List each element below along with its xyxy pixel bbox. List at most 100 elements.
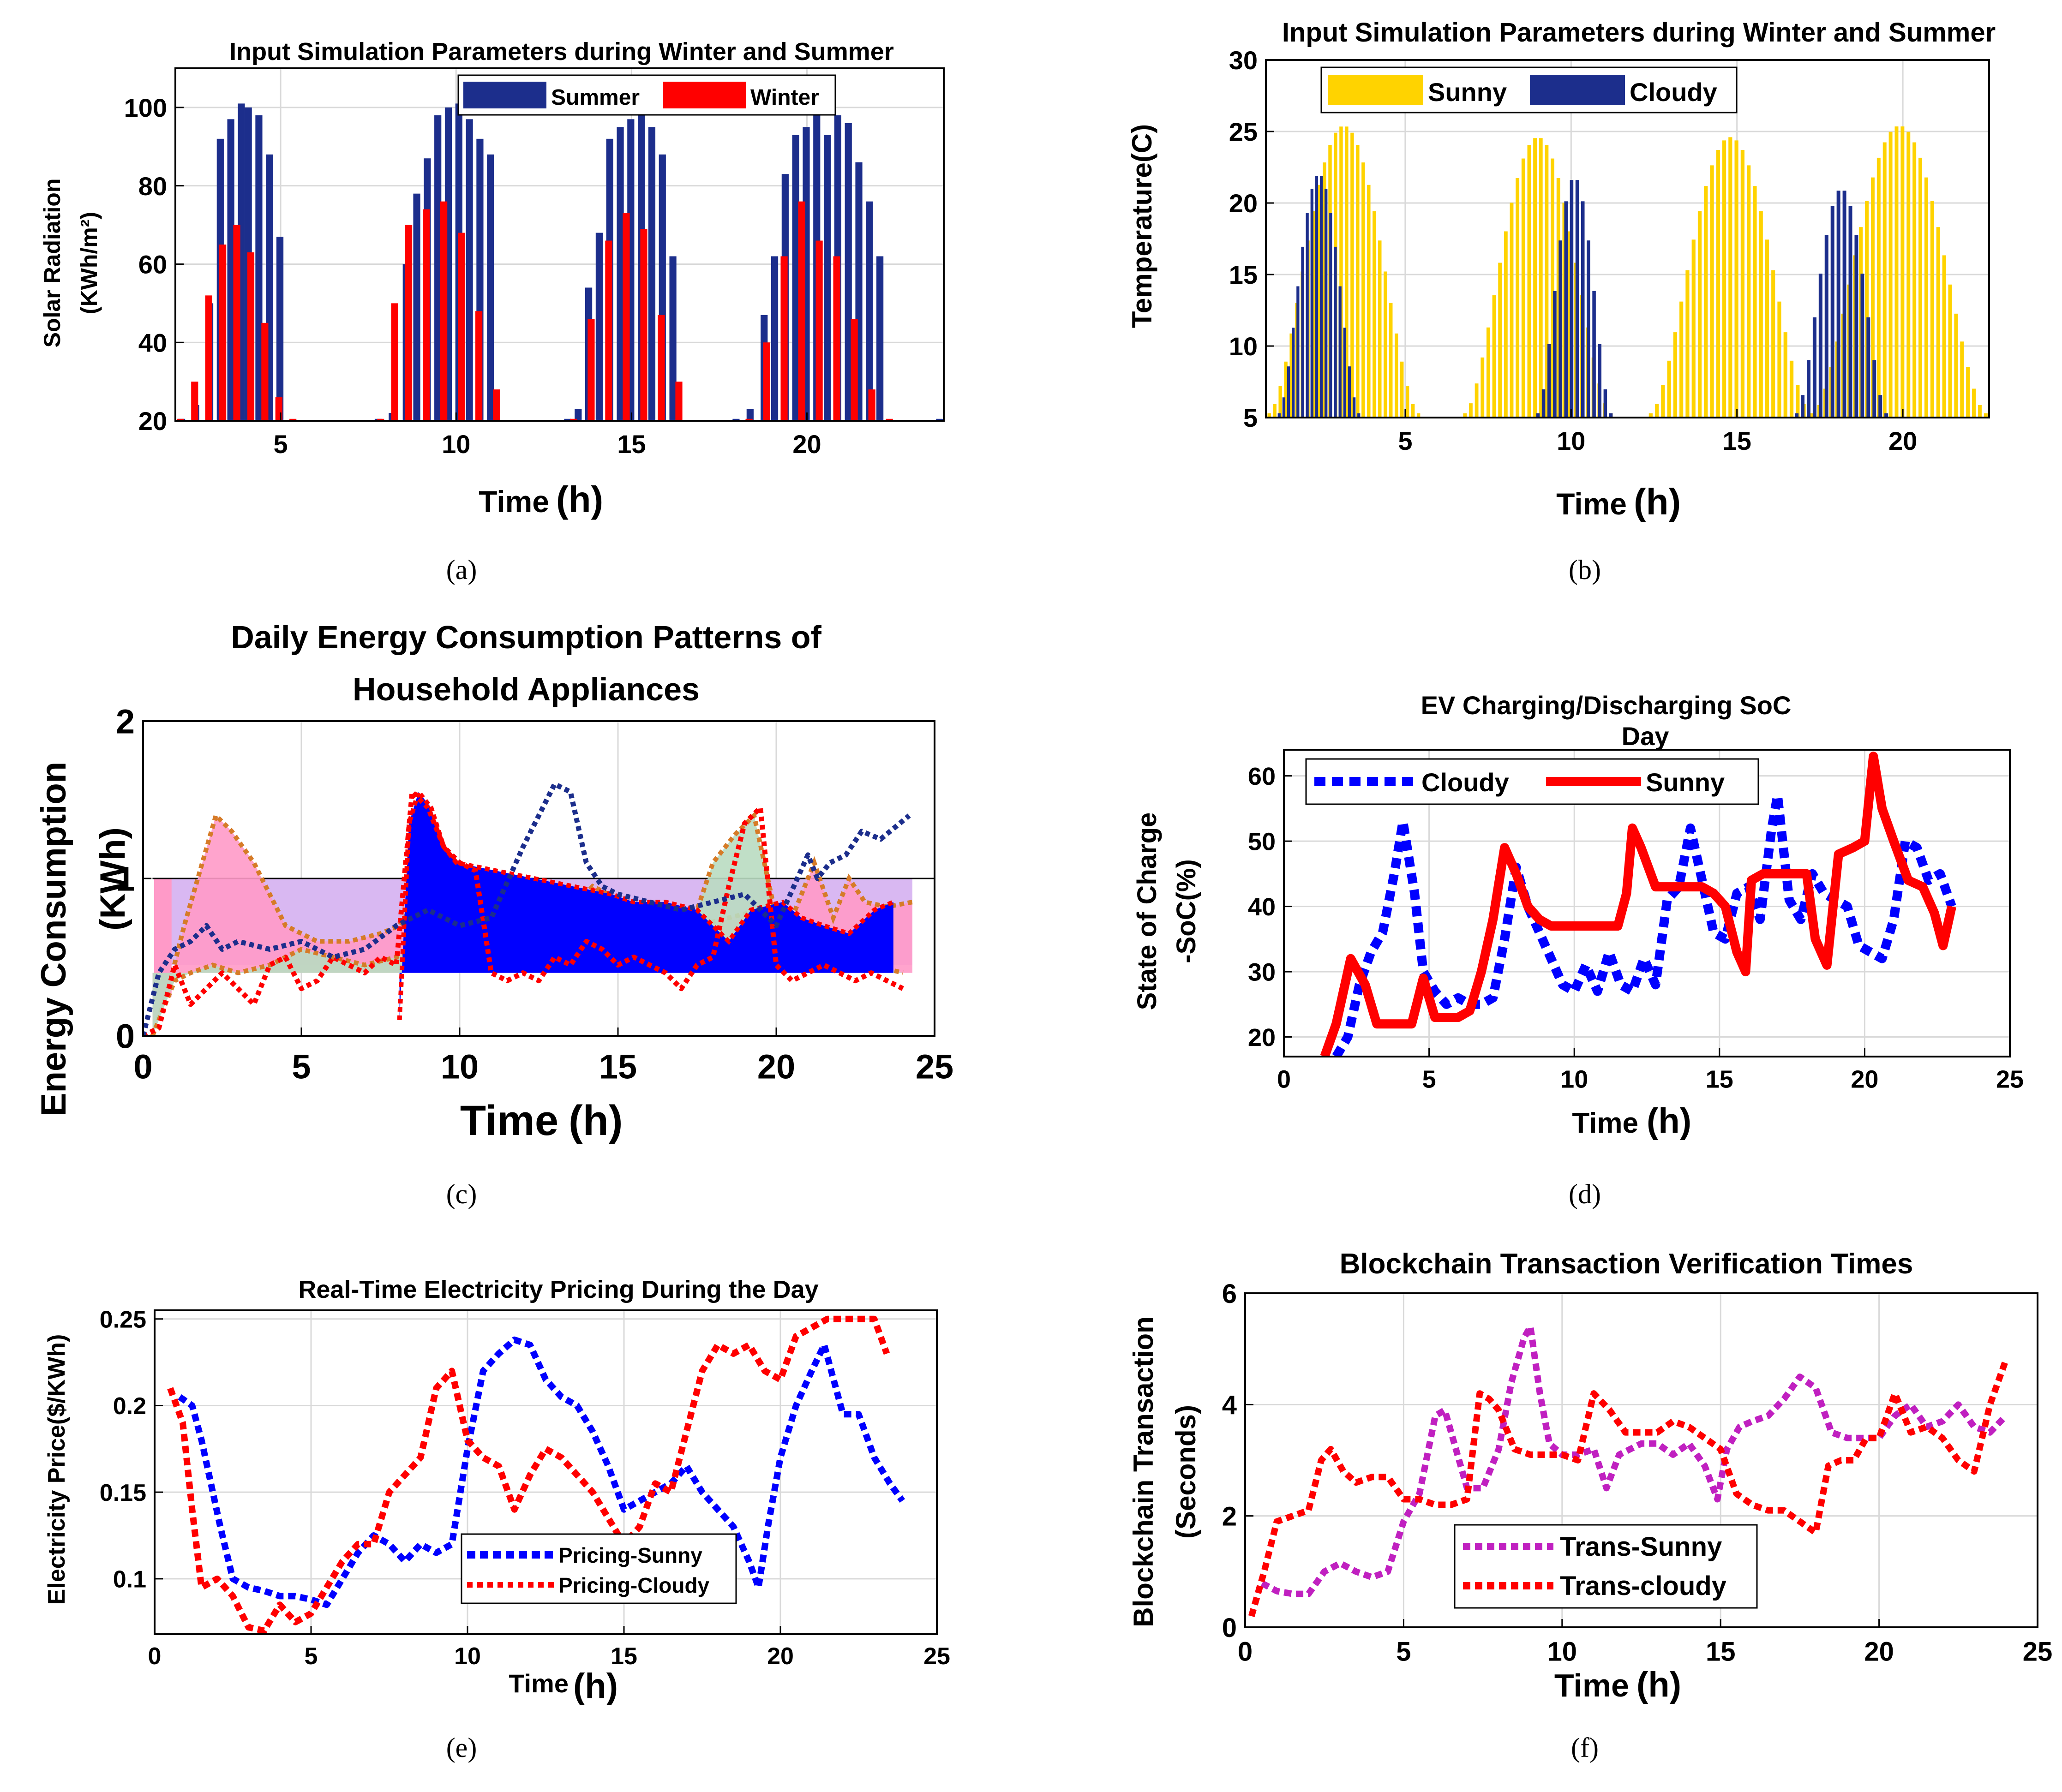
chart-a-title: Input Simulation Parameters during Winte… [229, 38, 894, 66]
bar-sunny [1728, 137, 1732, 418]
tick-label-y: 80 [138, 172, 167, 201]
bar-winter [623, 213, 630, 421]
chart-f-title: Blockchain Transaction Verification Time… [1340, 1248, 1913, 1280]
tick-label-x: 10 [1560, 1066, 1588, 1093]
tick-label-y: 30 [1229, 46, 1258, 75]
tick-label-x: 0 [148, 1643, 162, 1670]
bar-sunny [1865, 201, 1869, 418]
bar-sunny [1345, 126, 1349, 418]
bar-summer [648, 127, 656, 421]
tick-label-y: 60 [138, 250, 167, 279]
bar-sunny [1984, 413, 1988, 418]
bar-sunny [1551, 158, 1554, 418]
tick-label-y: 0 [116, 1017, 135, 1056]
chart-e-xlabel: Time (h) [509, 1667, 618, 1706]
chart-d-ylabel-line2: -SoC(%) [1171, 859, 1201, 963]
bar-sunny [1661, 385, 1665, 418]
bar-sunny [1395, 333, 1398, 418]
chart-b-legend: Sunny Cloudy [1320, 66, 1738, 113]
bar-cloudy [1287, 366, 1290, 418]
bar-sunny [1378, 240, 1382, 418]
bar-sunny [1527, 145, 1531, 418]
bar-sunny [1697, 211, 1702, 418]
chart-e-xlabel-text: Time [509, 1669, 569, 1698]
tick-label-x: 5 [1422, 1066, 1436, 1093]
caption-c: (c) [446, 1179, 477, 1209]
tick-label-y: 40 [1248, 893, 1276, 921]
bar-sunny [1361, 162, 1365, 418]
chart-a-xlabel-unit: (h) [556, 479, 603, 520]
tick-label-x: 10 [442, 430, 470, 459]
chart-a-xlabel-text: Time [479, 484, 549, 519]
chart-c-title-line2: Household Appliances [353, 671, 700, 707]
bar-winter [205, 295, 212, 421]
legend-cloudy-text: Cloudy [1421, 768, 1509, 797]
legend-pricing-cloudy-text: Pricing-Cloudy [558, 1573, 710, 1597]
tick-label-x: 5 [292, 1048, 311, 1086]
bar-sunny [1284, 361, 1288, 418]
chart-b-plot-frame [1265, 59, 1990, 418]
bar-sunny [1539, 138, 1543, 418]
tick-label-x: 25 [916, 1048, 953, 1086]
bar-winter [219, 245, 227, 421]
bar-summer [487, 154, 494, 421]
bar-sunny [1930, 201, 1934, 418]
chart-f-plot-frame [1244, 1292, 2038, 1628]
bar-cloudy [1310, 189, 1313, 418]
bar-sunny [1759, 211, 1763, 418]
bar-cloudy [1866, 317, 1870, 418]
bar-cloudy [1315, 176, 1319, 418]
bar-winter [815, 240, 823, 421]
tick-label-y: 0 [1222, 1613, 1237, 1643]
chart-c-xlabel-text: Time [460, 1097, 558, 1144]
bar-sunny [1710, 165, 1714, 418]
bar-winter [780, 256, 788, 421]
caption-d: (d) [1569, 1179, 1601, 1209]
bar-winter [191, 382, 198, 421]
tick-label-x: 10 [441, 1048, 479, 1086]
bar-sunny [1948, 284, 1952, 418]
bar-summer [595, 233, 603, 421]
bar-summer [771, 256, 779, 421]
bar-cloudy [1830, 206, 1834, 418]
bar-cloudy [1558, 240, 1562, 418]
chart-f-xlabel: Time (h) [1554, 1665, 1681, 1704]
bar-sunny [1888, 131, 1893, 418]
chart-e-title: Real-Time Electricity Pricing During the… [298, 1276, 818, 1303]
bar-sunny [1685, 270, 1690, 418]
tick-label-y: 5 [1243, 403, 1258, 432]
bar-sunny [1876, 157, 1881, 418]
bar-sunny [1562, 203, 1566, 418]
bar-cloudy [1801, 395, 1805, 418]
bar-sunny [1416, 413, 1421, 418]
bar-cloudy [1836, 191, 1840, 418]
series-sunny [1320, 752, 1956, 1057]
bar-cloudy [1609, 413, 1613, 418]
chart-f-xlabel-unit: (h) [1636, 1665, 1681, 1704]
bar-sunny [1273, 404, 1277, 418]
bar-sunny [1389, 303, 1393, 418]
tick-label-x: 0 [1277, 1066, 1291, 1093]
tick-label-y: 25 [1229, 117, 1258, 146]
bar-sunny [1317, 185, 1321, 418]
bar-sunny [1978, 405, 1982, 418]
bar-sunny [1960, 341, 1964, 418]
bar-sunny [1469, 403, 1473, 418]
tick-label-y: 100 [124, 93, 167, 122]
tick-label-x: 25 [1996, 1066, 2024, 1093]
bar-cloudy [1282, 397, 1286, 418]
bar-cloudy [1854, 235, 1858, 418]
tick-label-y: 0.15 [100, 1480, 146, 1506]
bar-summer [564, 418, 571, 421]
tick-label-y: 0.25 [100, 1306, 146, 1333]
bar-summer [434, 115, 442, 421]
bar-summer [792, 135, 799, 421]
tick-label-x: 20 [1864, 1637, 1894, 1667]
chart-b-xlabel-unit: (h) [1634, 481, 1681, 522]
bar-cloudy [1277, 413, 1281, 418]
bar-cloudy [1806, 360, 1810, 418]
bar-sunny [1350, 132, 1354, 418]
bar-cloudy [1603, 389, 1607, 418]
bar-winter [247, 252, 255, 421]
bar-winter [261, 323, 269, 421]
